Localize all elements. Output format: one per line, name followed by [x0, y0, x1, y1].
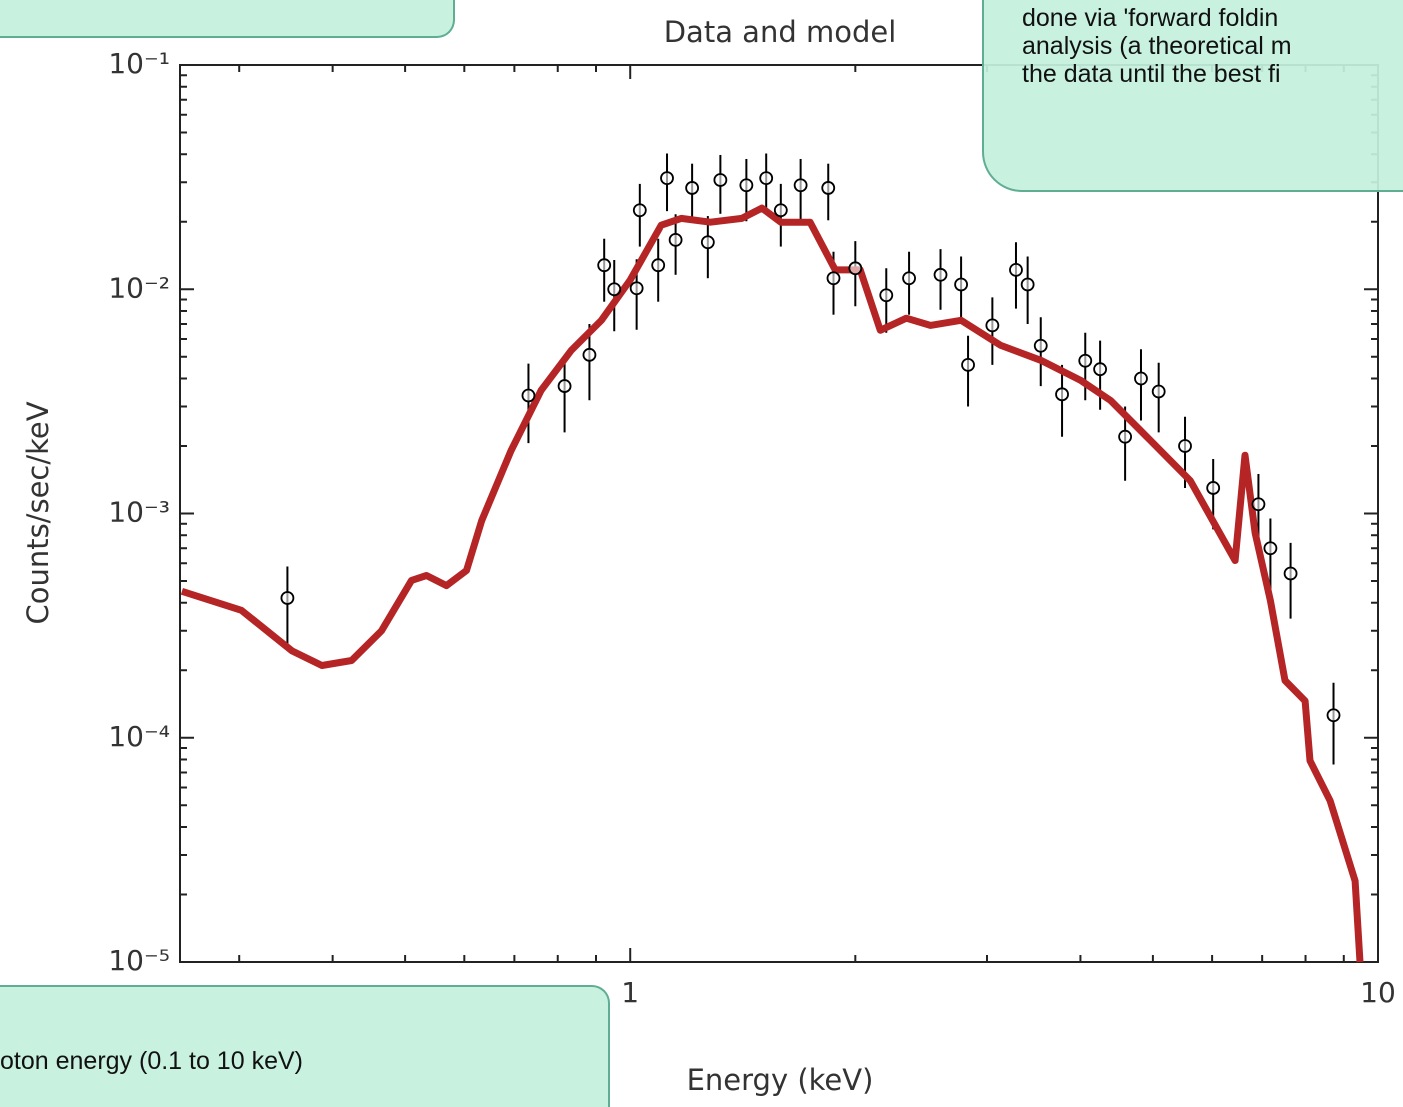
- y-tick-label: 10⁻¹: [108, 47, 170, 80]
- data-point: [280, 591, 295, 605]
- callout-bottom-left: oton energy (0.1 to 10 keV): [0, 985, 610, 1107]
- data-point: [1078, 353, 1093, 368]
- data-point: [985, 318, 1000, 333]
- data-point: [582, 347, 597, 362]
- data-point: [879, 288, 894, 303]
- data-point: [607, 282, 622, 297]
- data-point: [1251, 497, 1266, 512]
- callout-line: done via 'forward foldin: [1022, 4, 1279, 32]
- data-point: [1033, 338, 1048, 353]
- data-point: [1263, 541, 1278, 556]
- plot-frame: [179, 64, 1379, 963]
- data-point: [521, 388, 536, 403]
- data-point: [759, 171, 774, 186]
- callout-line: the data until the best fi: [1022, 60, 1281, 88]
- y-tick-label: 10⁻⁵: [108, 944, 170, 977]
- data-point: [773, 203, 788, 218]
- y-tick-label: 10⁻⁴: [108, 720, 170, 753]
- data-point: [1055, 387, 1069, 402]
- data-point: [821, 181, 836, 195]
- y-tick-label: 10⁻³: [108, 496, 170, 529]
- data-point: [685, 181, 700, 195]
- callout-line: oton energy (0.1 to 10 keV): [0, 1047, 303, 1075]
- data-point: [700, 235, 715, 250]
- data-point: [632, 203, 647, 218]
- x-axis-label: Energy (keV): [687, 1063, 874, 1097]
- data-point: [1283, 566, 1298, 581]
- data-point: [660, 171, 674, 186]
- x-tick-label: 1: [621, 976, 639, 1009]
- x-tick-label: 10: [1360, 976, 1396, 1009]
- data-point: [793, 178, 808, 193]
- data-point: [1093, 362, 1108, 377]
- data-point: [1118, 429, 1133, 444]
- data-point: [902, 271, 916, 286]
- data-point: [713, 173, 728, 187]
- y-tick-label: 10⁻²: [108, 271, 170, 304]
- data-point: [1326, 708, 1341, 723]
- data-point: [651, 258, 666, 273]
- data-point: [1020, 277, 1035, 292]
- data-point: [933, 267, 948, 282]
- data-point: [1206, 481, 1221, 495]
- data-point: [557, 379, 572, 393]
- data-point: [668, 232, 683, 247]
- y-axis-label: Counts/sec/keV: [21, 401, 55, 624]
- chart-title: Data and model: [664, 15, 897, 49]
- data-point: [826, 271, 841, 286]
- callout-line: analysis (a theoretical m: [1022, 32, 1292, 60]
- data-point: [1151, 384, 1166, 399]
- callout-top-left: [0, 0, 455, 38]
- data-point: [739, 178, 754, 193]
- model-line: [180, 204, 1364, 963]
- data-point: [1134, 371, 1148, 386]
- data-point: [954, 277, 968, 292]
- callout-top-right: done via 'forward foldin analysis (a theo…: [982, 0, 1403, 192]
- data-point: [1009, 262, 1023, 277]
- data-point: [961, 357, 975, 372]
- data-point: [848, 261, 863, 276]
- data-point: [1178, 439, 1192, 453]
- data-point: [597, 258, 612, 273]
- data-point: [629, 281, 644, 296]
